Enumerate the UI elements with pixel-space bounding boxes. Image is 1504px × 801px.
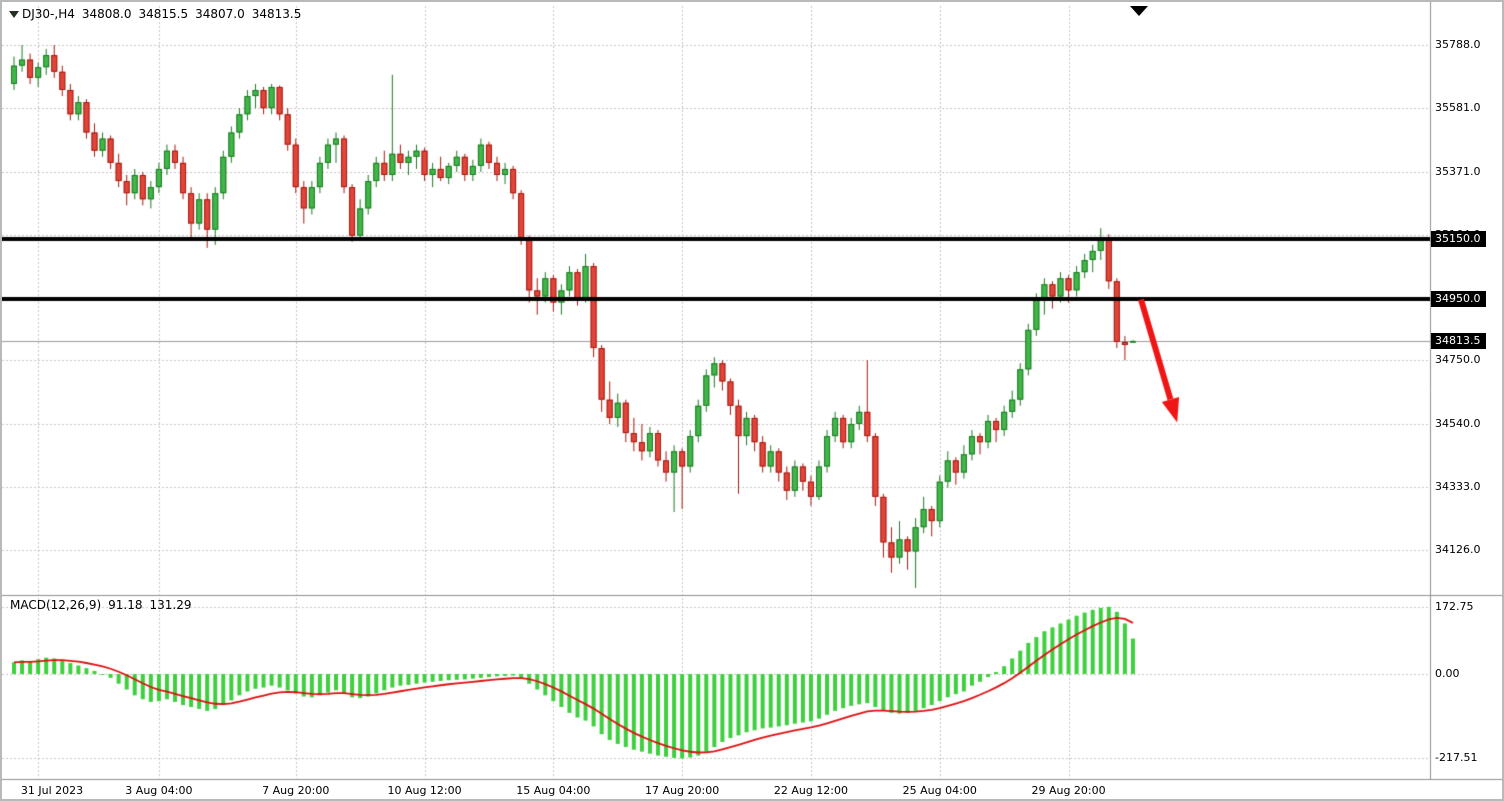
support-price-tag: 34950.0 (1431, 291, 1486, 308)
resistance-price-tag: 35150.0 (1431, 230, 1486, 247)
macd-main-value: 91.18 (108, 598, 143, 612)
time-axis-label: 7 Aug 20:00 (262, 784, 330, 797)
high-value: 34815.5 (138, 7, 189, 21)
time-axis-label: 15 Aug 04:00 (516, 784, 591, 797)
time-axis-label: 17 Aug 20:00 (645, 784, 720, 797)
time-axis-label: 3 Aug 04:00 (125, 784, 193, 797)
macd-axis-tick: 0.00 (1435, 666, 1460, 680)
price-axis-tick: 34333.0 (1435, 479, 1481, 493)
macd-title: MACD(12,26,9) (10, 598, 102, 612)
time-axis-label: 29 Aug 20:00 (1031, 784, 1106, 797)
macd-signal-value: 131.29 (149, 598, 192, 612)
time-axis-label: 10 Aug 12:00 (387, 784, 462, 797)
price-axis-tick: 35581.0 (1435, 100, 1481, 114)
price-axis-tick: 34126.0 (1435, 542, 1481, 556)
chart-shift-marker-icon[interactable] (1130, 6, 1148, 16)
close-value: 34813.5 (251, 7, 302, 21)
time-axis-label: 25 Aug 04:00 (902, 784, 977, 797)
symbol-header: DJ30-,H4 34808.0 34815.5 34807.0 34813.5 (22, 7, 308, 21)
time-axis-label: 31 Jul 2023 (20, 784, 84, 797)
price-axis-tick: 35371.0 (1435, 164, 1481, 178)
current-price-tag: 34813.5 (1431, 332, 1486, 349)
macd-axis-tick: -217.51 (1435, 751, 1478, 765)
price-axis-tick: 35788.0 (1435, 38, 1481, 52)
symbol-label: DJ30-,H4 (22, 7, 75, 21)
time-axis-label: 22 Aug 12:00 (773, 784, 849, 797)
price-axis-tick: 34750.0 (1435, 353, 1481, 367)
macd-header: MACD(12,26,9) 91.18 131.29 (10, 598, 199, 612)
price-axis-tick: 34540.0 (1435, 416, 1481, 430)
symbol-dropdown-icon (9, 11, 19, 18)
low-value: 34807.0 (195, 7, 245, 21)
macd-axis-tick: 172.75 (1435, 599, 1474, 613)
open-value: 34808.0 (81, 7, 132, 21)
